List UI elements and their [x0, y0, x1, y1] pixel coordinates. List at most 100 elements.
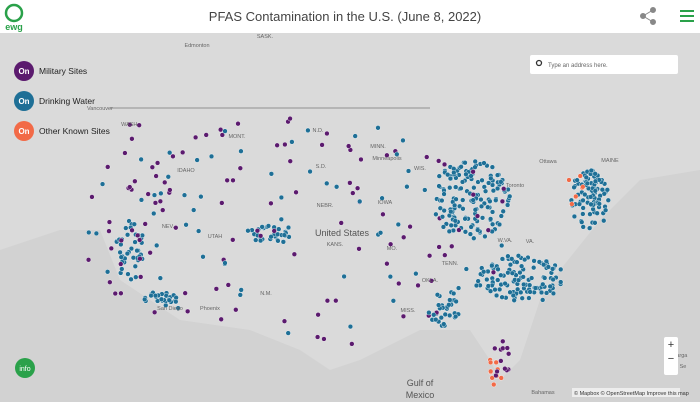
- marker: [379, 195, 385, 201]
- marker: [459, 179, 466, 185]
- map-label: MAINE: [601, 158, 619, 164]
- marker: [258, 238, 264, 244]
- marker: [118, 261, 124, 267]
- marker: [475, 227, 481, 233]
- share-icon[interactable]: [640, 7, 656, 25]
- marker: [152, 309, 158, 315]
- markers: [85, 115, 611, 388]
- marker: [441, 207, 447, 214]
- marker: [453, 313, 459, 320]
- zoom-in[interactable]: +: [668, 339, 674, 351]
- marker: [499, 242, 505, 249]
- marker: [225, 282, 231, 288]
- legend-toggle[interactable]: [14, 121, 34, 141]
- marker: [504, 345, 510, 351]
- marker: [131, 221, 137, 227]
- marker: [268, 171, 274, 177]
- marker: [433, 316, 439, 323]
- marker: [445, 172, 451, 178]
- marker: [407, 224, 413, 230]
- marker: [499, 294, 505, 300]
- marker: [138, 197, 145, 203]
- marker: [132, 263, 138, 269]
- marker: [584, 180, 590, 186]
- marker: [354, 185, 361, 191]
- marker: [462, 229, 469, 235]
- marker: [576, 201, 583, 207]
- marker: [441, 191, 447, 197]
- info-button[interactable]: [15, 358, 35, 378]
- marker: [580, 211, 586, 217]
- marker: [478, 203, 485, 209]
- zoom-out[interactable]: −: [668, 353, 674, 365]
- marker: [522, 257, 528, 263]
- marker: [281, 232, 287, 238]
- marker: [122, 150, 128, 156]
- marker: [142, 296, 148, 303]
- marker: [431, 312, 437, 318]
- marker: [413, 271, 419, 277]
- marker: [436, 244, 442, 250]
- marker: [588, 194, 594, 200]
- marker: [439, 197, 445, 204]
- menu-icon[interactable]: [680, 10, 694, 22]
- marker: [350, 190, 356, 196]
- marker: [592, 171, 598, 177]
- marker: [440, 224, 447, 230]
- marker: [472, 207, 478, 213]
- marker: [138, 274, 144, 280]
- marker: [358, 156, 364, 163]
- marker: [173, 225, 179, 231]
- marker: [550, 276, 556, 283]
- legend-toggle[interactable]: [14, 61, 34, 81]
- marker: [515, 286, 521, 292]
- marker: [293, 189, 299, 195]
- marker: [274, 142, 280, 148]
- search-placeholder: Type an address here.: [548, 63, 608, 69]
- marker: [151, 192, 158, 198]
- marker: [237, 165, 243, 171]
- map-label: OKLA.: [422, 278, 439, 284]
- marker: [394, 151, 400, 157]
- marker: [579, 219, 585, 225]
- marker: [307, 168, 313, 175]
- marker: [170, 153, 176, 159]
- title: PFAS Contamination in the U.S. (June 8, …: [209, 9, 481, 24]
- marker: [253, 237, 259, 243]
- marker: [128, 276, 134, 282]
- marker: [569, 201, 575, 207]
- marker: [473, 282, 480, 289]
- marker: [400, 137, 406, 144]
- marker: [493, 292, 500, 299]
- marker: [467, 231, 473, 237]
- marker: [499, 256, 505, 262]
- marker: [106, 228, 112, 234]
- marker: [594, 210, 600, 216]
- marker: [442, 311, 448, 318]
- search-box[interactable]: [530, 55, 678, 74]
- marker: [453, 184, 459, 190]
- marker: [487, 216, 494, 222]
- marker: [517, 269, 523, 276]
- marker: [268, 200, 274, 206]
- legend-toggle[interactable]: [14, 91, 34, 111]
- marker: [235, 121, 241, 127]
- marker: [107, 279, 113, 285]
- marker: [278, 194, 284, 201]
- marker: [198, 194, 204, 200]
- marker: [497, 286, 503, 293]
- marker: [200, 254, 206, 260]
- marker: [549, 266, 556, 272]
- marker: [482, 233, 488, 240]
- marker: [276, 226, 282, 232]
- marker: [599, 187, 605, 193]
- marker: [604, 187, 610, 193]
- marker: [500, 338, 506, 344]
- marker: [357, 198, 363, 205]
- marker: [334, 184, 340, 190]
- map-label: Vancouver: [87, 106, 113, 112]
- marker: [237, 292, 243, 298]
- marker: [514, 259, 520, 265]
- marker: [490, 188, 496, 194]
- marker: [130, 255, 136, 261]
